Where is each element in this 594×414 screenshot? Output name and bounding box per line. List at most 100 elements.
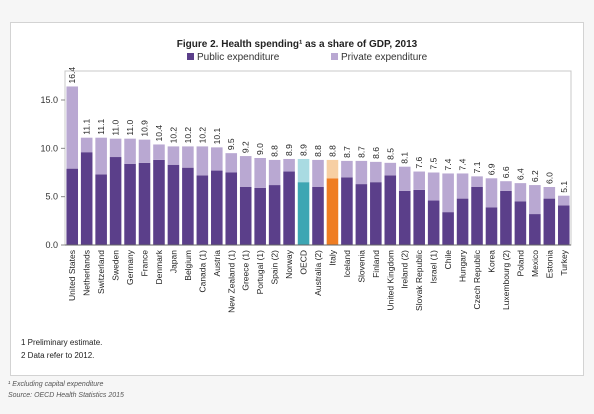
bar-public	[355, 184, 368, 245]
bar-value-label: 10.1	[212, 128, 222, 145]
category-label: Canada (1)	[197, 250, 207, 293]
bar-private	[341, 160, 353, 178]
bar-private	[239, 156, 252, 187]
category-label: OECD	[299, 250, 309, 275]
bar-value-label: 7.4	[458, 158, 468, 170]
category-label: Israel (1)	[429, 250, 439, 284]
bar-value-label: 7.5	[429, 157, 439, 169]
bar-public	[239, 187, 252, 245]
bar-value-label: 8.6	[371, 147, 381, 159]
bar-public	[500, 190, 512, 245]
y-tick-label: 5.0	[45, 192, 58, 202]
bar-private	[109, 138, 122, 158]
bar-value-label: 6.6	[501, 166, 511, 178]
bar-value-label: 10.4	[154, 125, 164, 142]
bar-value-label: 9.2	[241, 141, 251, 153]
bar-public	[225, 172, 238, 245]
bar-private	[225, 153, 238, 173]
category-label: Italy	[327, 249, 337, 265]
note-2012: 2 Data refer to 2012.	[21, 351, 95, 360]
bar-public	[124, 163, 136, 245]
category-label: United States	[67, 250, 77, 301]
bar-chart: 0.0 5.0 10.0 15.0 Public expenditure Private …	[40, 52, 572, 313]
category-label: Slovenia	[356, 250, 366, 283]
bar-public	[95, 174, 107, 245]
bar-private	[124, 138, 136, 164]
chart-frame: Figure 2. Health spending¹ as a share of…	[10, 22, 584, 376]
bar-public	[80, 152, 93, 245]
bar-private	[514, 183, 527, 202]
footnote-source: Source: OECD Health Statistics 2015	[8, 392, 124, 399]
bar-private	[485, 178, 498, 208]
bar-private	[427, 172, 440, 201]
bar-public	[109, 157, 122, 245]
bar-public	[485, 207, 498, 245]
bar-value-label: 5.1	[559, 181, 569, 193]
category-label: Sweden	[111, 250, 121, 281]
bar-private	[66, 86, 79, 169]
bar-private	[543, 187, 556, 199]
category-label: Mexico	[530, 250, 540, 277]
bar-private	[355, 160, 368, 185]
bar-private	[456, 173, 469, 199]
bar-value-label: 6.2	[530, 170, 540, 182]
bar-value-label: 8.8	[327, 145, 337, 157]
bar-private	[398, 166, 411, 191]
bar-value-label: 11.0	[125, 119, 135, 135]
bar-value-label: 8.5	[385, 148, 395, 160]
bar-public	[297, 182, 310, 245]
bar-public	[514, 201, 527, 245]
bar-public	[413, 189, 425, 245]
category-label: Denmark	[154, 249, 164, 284]
category-label: Greece (1)	[241, 250, 251, 291]
bar-value-label: 9.0	[255, 143, 265, 155]
category-label: Korea	[486, 250, 496, 273]
bar-value-label: 10.2	[197, 127, 207, 144]
bar-value-label: 7.1	[472, 161, 482, 173]
category-label: Norway	[284, 249, 294, 279]
bar-public	[398, 190, 411, 245]
note-preliminary: 1 Preliminary estimate.	[21, 338, 103, 347]
bar-value-label: 8.9	[299, 144, 309, 156]
legend-swatch-public	[187, 53, 194, 60]
bar-private	[326, 159, 339, 179]
bar-private	[153, 144, 165, 160]
category-label: France	[140, 250, 150, 277]
bar-public	[427, 200, 440, 245]
bar-private	[95, 137, 107, 175]
bar-public	[384, 175, 397, 245]
bar-private	[312, 159, 324, 187]
bar-public	[153, 159, 165, 245]
bar-public	[543, 198, 556, 245]
category-label: Iceland	[342, 250, 352, 278]
bar-value-label: 16.4	[67, 67, 77, 84]
category-label: New Zealand (1)	[226, 250, 236, 313]
bar-public	[66, 168, 79, 245]
bar-public	[167, 164, 180, 245]
bar-value-label: 6.0	[544, 172, 554, 184]
bar-value-label: 6.4	[515, 168, 525, 180]
bar-public	[370, 182, 382, 245]
bar-private	[268, 159, 281, 186]
bar-value-label: 11.1	[96, 119, 106, 135]
category-label: Portugal (1)	[255, 250, 265, 295]
category-label: Spain (2)	[270, 250, 280, 285]
bar-private	[211, 147, 223, 171]
category-label: Australia (2)	[313, 250, 323, 296]
category-label: Netherlands	[82, 250, 92, 296]
bar-value-label: 10.2	[183, 127, 193, 144]
legend-swatch-private	[331, 53, 338, 60]
bar-public	[341, 177, 353, 245]
bar-public	[442, 212, 454, 245]
category-label: Austria	[212, 250, 222, 277]
category-label: United Kingdom	[385, 250, 395, 310]
bar-public	[268, 185, 281, 245]
legend-label-public: Public expenditure	[197, 52, 280, 63]
category-label: Hungary	[458, 249, 468, 282]
bar-value-label: 11.1	[82, 119, 92, 135]
category-label: Czech Republic	[472, 249, 482, 309]
bar-public	[326, 178, 339, 245]
bar-public	[312, 187, 324, 245]
category-label: Luxembourg (2)	[501, 250, 511, 310]
category-label: Switzerland	[96, 250, 106, 294]
